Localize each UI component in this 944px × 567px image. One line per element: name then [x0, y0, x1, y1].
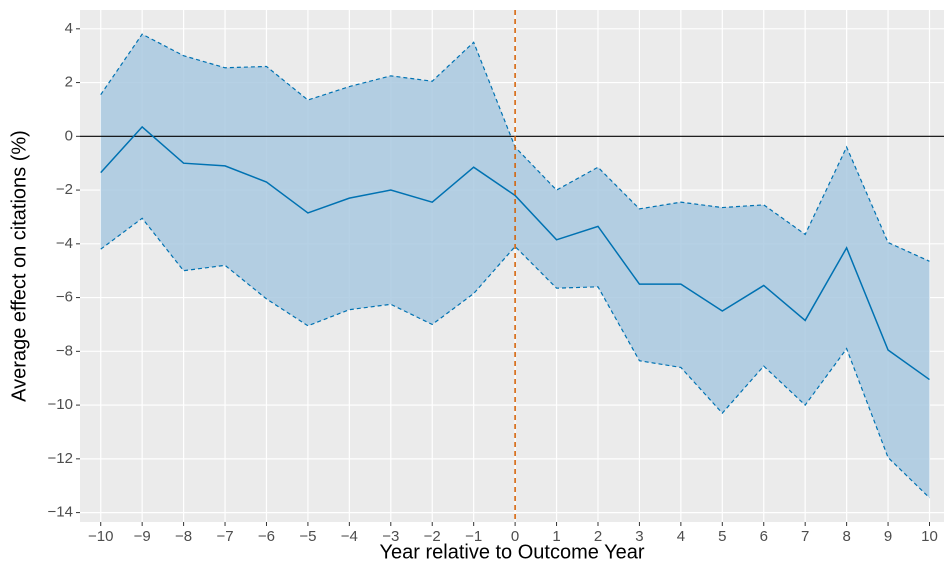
x-tick-label: −6 — [258, 528, 275, 545]
y-tick-label: −10 — [48, 396, 73, 413]
x-tick-label: −3 — [382, 528, 399, 545]
x-axis-title: Year relative to Outcome Year — [380, 541, 645, 563]
y-tick-label: −2 — [56, 181, 73, 198]
lower-bound — [100, 217, 930, 499]
x-tick-label: 6 — [760, 528, 768, 545]
x-tick-label: −8 — [175, 528, 192, 545]
x-tick-label: 0 — [511, 528, 519, 545]
y-tick-label: 4 — [65, 20, 73, 37]
y-axis-title: Average effect on citations (%) — [8, 130, 30, 402]
x-tick-label: 2 — [594, 528, 602, 545]
x-tick-label: 1 — [552, 528, 560, 545]
x-tick-label: −7 — [216, 528, 233, 545]
x-tick-label: −9 — [134, 528, 151, 545]
y-tick-label: −8 — [56, 342, 73, 359]
x-tick-label: 7 — [801, 528, 809, 545]
x-tick-label: 5 — [718, 528, 726, 545]
y-tick-label: −4 — [56, 235, 73, 252]
x-tick-label: 8 — [842, 528, 850, 545]
x-tick-label: −5 — [299, 528, 316, 545]
x-tick-label: 10 — [921, 528, 938, 545]
confidence-band — [100, 34, 930, 498]
x-tick-label: −10 — [88, 528, 113, 545]
y-tick-label: −12 — [48, 450, 73, 467]
x-tick-label: −1 — [465, 528, 482, 545]
x-tick-label: 9 — [884, 528, 892, 545]
y-tick-label: −14 — [48, 504, 73, 521]
y-tick-label: 0 — [65, 127, 73, 144]
x-tick-label: 3 — [635, 528, 643, 545]
y-tick-label: 2 — [65, 74, 73, 91]
x-tick-label: 4 — [677, 528, 685, 545]
estimate-line — [100, 125, 930, 381]
x-tick-label: −2 — [424, 528, 441, 545]
y-tick-label: −6 — [56, 289, 73, 306]
x-tick-label: −4 — [341, 528, 358, 545]
